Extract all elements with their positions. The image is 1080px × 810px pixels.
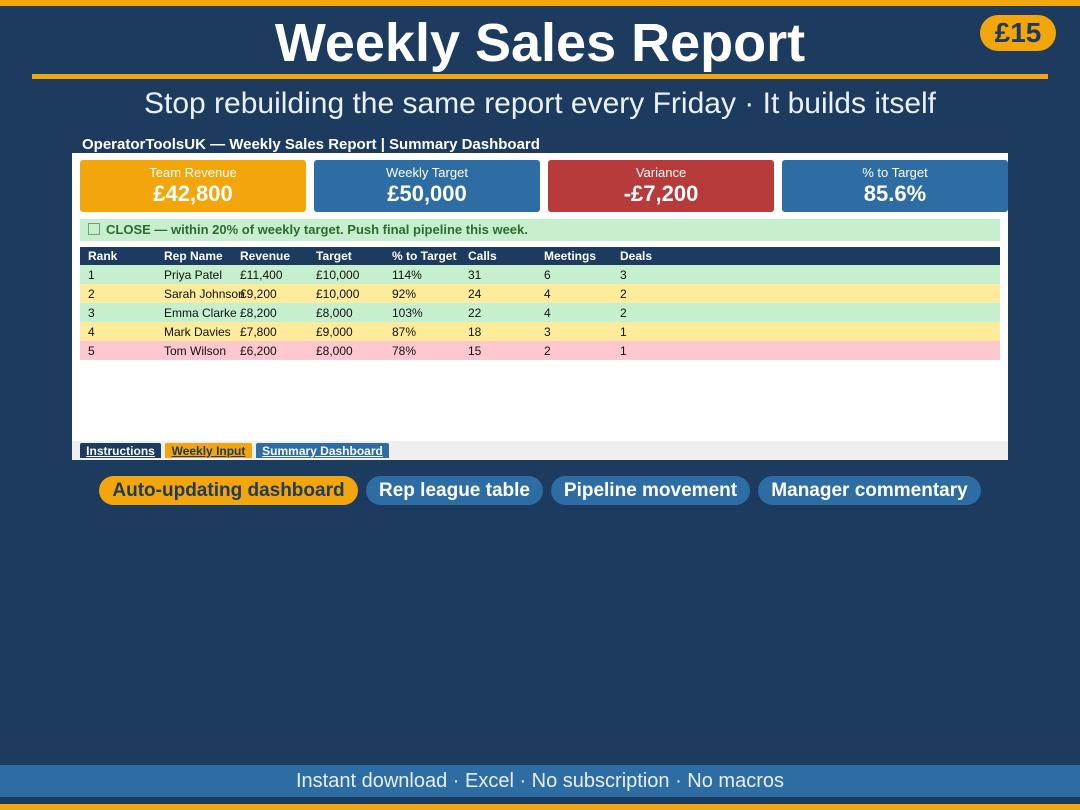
table-row: 5 Tom Wilson £6,200 £8,000 78% 15 2 1 <box>80 341 1000 360</box>
kpi-label: Weekly Target <box>386 165 468 180</box>
kpi-percent-to-target: % to Target 85.6% <box>782 160 1008 212</box>
column-header: Deals <box>612 247 1000 265</box>
table-cell: 4 <box>536 284 612 303</box>
table-cell: 92% <box>384 284 460 303</box>
table-cell: £10,000 <box>308 284 384 303</box>
spreadsheet-caption: OperatorToolsUK — Weekly Sales Report | … <box>82 136 540 153</box>
table-cell: 18 <box>460 322 536 341</box>
status-text: CLOSE — within 20% of weekly target. Pus… <box>106 222 528 237</box>
table-cell: Sarah Johnson <box>156 284 245 303</box>
table-cell: 87% <box>384 322 460 341</box>
feature-pill-rep-league-table: Rep league table <box>366 476 543 505</box>
kpi-value: £50,000 <box>387 181 467 206</box>
table-row: 4 Mark Davies £7,800 £9,000 87% 18 3 1 <box>80 322 1000 341</box>
table-cell: 4 <box>536 303 612 322</box>
table-cell: Tom Wilson <box>156 341 232 360</box>
title-divider <box>32 74 1048 79</box>
kpi-value: £42,800 <box>153 181 233 206</box>
page-title: Weekly Sales Report <box>274 13 806 73</box>
table-cell: 1 <box>612 322 1000 341</box>
top-accent-stripe <box>0 0 1080 6</box>
footer-bar: Instant download · Excel · No subscripti… <box>0 765 1080 797</box>
sheet-tab-bar: Instructions Weekly Input Summary Dashbo… <box>72 441 1008 460</box>
kpi-value: -£7,200 <box>623 181 699 206</box>
column-header: Rank <box>80 247 156 265</box>
column-header: Meetings <box>536 247 612 265</box>
table-cell: 6 <box>536 265 612 284</box>
table-cell: 2 <box>612 284 1000 303</box>
table-cell: £10,000 <box>308 265 384 284</box>
kpi-team-revenue: Team Revenue £42,800 <box>80 160 306 212</box>
column-header: % to Target <box>384 247 460 265</box>
table-cell: Emma Clarke <box>156 303 237 322</box>
table-cell: 114% <box>384 265 460 284</box>
table-cell: £8,200 <box>232 303 308 322</box>
table-cell: £9,200 <box>232 284 308 303</box>
table-cell: 2 <box>612 303 1000 322</box>
table-cell: 22 <box>460 303 536 322</box>
tab-instructions[interactable]: Instructions <box>80 443 161 458</box>
price-badge: £15 <box>980 15 1056 51</box>
table-cell: £6,200 <box>232 341 308 360</box>
kpi-variance: Variance -£7,200 <box>548 160 774 212</box>
table-cell: 3 <box>612 265 1000 284</box>
feature-pill-pipeline-movement: Pipeline movement <box>551 476 750 505</box>
table-row: 2 Sarah Johnson £9,200 £10,000 92% 24 4 … <box>80 284 1000 303</box>
table-cell: £7,800 <box>232 322 308 341</box>
kpi-value: 85.6% <box>863 181 927 206</box>
table-cell: 24 <box>460 284 536 303</box>
table-cell: 2 <box>536 341 612 360</box>
table-cell: 103% <box>384 303 460 322</box>
column-header: Rep Name <box>156 247 232 265</box>
table-row: 3 Emma Clarke £8,200 £8,000 103% 22 4 2 <box>80 303 1000 322</box>
spreadsheet-preview: Team Revenue £42,800 Weekly Target £50,0… <box>72 153 1008 460</box>
tab-summary-dashboard[interactable]: Summary Dashboard <box>256 443 389 458</box>
kpi-label: % to Target <box>862 165 928 180</box>
bottom-accent-stripe <box>0 804 1080 810</box>
table-cell: 1 <box>612 341 1000 360</box>
table-cell: 3 <box>80 303 156 322</box>
kpi-label: Variance <box>635 165 687 180</box>
column-header: Target <box>308 247 384 265</box>
status-banner: CLOSE — within 20% of weekly target. Pus… <box>80 219 1000 241</box>
table-cell: 5 <box>80 341 156 360</box>
kpi-label: Team Revenue <box>149 165 237 180</box>
table-header-row: Rank Rep Name Revenue Target % to Target… <box>80 247 1000 265</box>
kpi-weekly-target: Weekly Target £50,000 <box>314 160 540 212</box>
page-subtitle: Stop rebuilding the same report every Fr… <box>143 87 937 120</box>
column-header: Calls <box>460 247 536 265</box>
table-cell: 78% <box>384 341 460 360</box>
feature-pill-auto-updating-dashboard: Auto-updating dashboard <box>99 476 358 505</box>
table-cell: £8,000 <box>308 303 384 322</box>
rep-league-table: Rank Rep Name Revenue Target % to Target… <box>80 247 1000 360</box>
table-cell: £11,400 <box>232 265 308 284</box>
checkbox-icon <box>88 223 100 235</box>
table-cell: Priya Patel <box>156 265 232 284</box>
column-header: Revenue <box>232 247 308 265</box>
table-cell: £8,000 <box>308 341 384 360</box>
table-row: 1 Priya Patel £11,400 £10,000 114% 31 6 … <box>80 265 1000 284</box>
table-cell: 31 <box>460 265 536 284</box>
table-cell: £9,000 <box>308 322 384 341</box>
tab-weekly-input[interactable]: Weekly Input <box>165 443 252 458</box>
table-cell: 1 <box>80 265 156 284</box>
table-cell: 3 <box>536 322 612 341</box>
table-cell: 2 <box>80 284 156 303</box>
feature-pill-manager-commentary: Manager commentary <box>758 476 981 505</box>
table-cell: Mark Davies <box>156 322 232 341</box>
table-cell: 15 <box>460 341 536 360</box>
table-cell: 4 <box>80 322 156 341</box>
